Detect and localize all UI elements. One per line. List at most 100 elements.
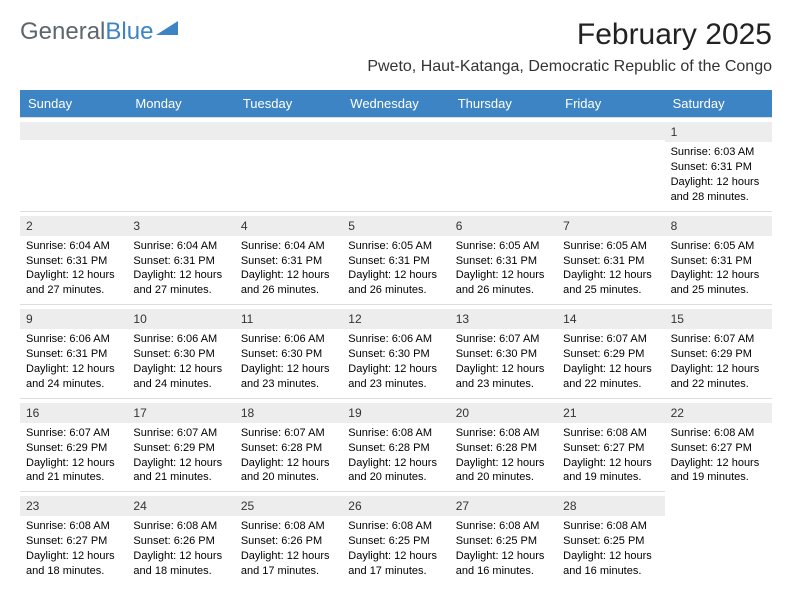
sunrise-text: Sunrise: 6:08 AM: [348, 519, 443, 534]
sunrise-text: Sunrise: 6:06 AM: [26, 332, 121, 347]
sunrise-text: Sunrise: 6:07 AM: [26, 426, 121, 441]
day-cell: 2Sunrise: 6:04 AMSunset: 6:31 PMDaylight…: [20, 211, 127, 305]
day-cell: 20Sunrise: 6:08 AMSunset: 6:28 PMDayligh…: [450, 398, 557, 492]
daylight-line2: and 17 minutes.: [241, 564, 336, 579]
sunrise-text: Sunrise: 6:05 AM: [563, 239, 658, 254]
day-number: 21: [557, 403, 664, 423]
sunset-text: Sunset: 6:28 PM: [241, 441, 336, 456]
daylight-line2: and 18 minutes.: [133, 564, 228, 579]
daylight-line1: Daylight: 12 hours: [26, 362, 121, 377]
sunset-text: Sunset: 6:25 PM: [348, 534, 443, 549]
daylight-line1: Daylight: 12 hours: [671, 175, 766, 190]
daylight-line1: Daylight: 12 hours: [241, 549, 336, 564]
sunrise-text: Sunrise: 6:08 AM: [563, 426, 658, 441]
sunset-text: Sunset: 6:31 PM: [26, 254, 121, 269]
brand-flag-icon: [156, 18, 178, 46]
daylight-line2: and 21 minutes.: [133, 470, 228, 485]
day-cell: 14Sunrise: 6:07 AMSunset: 6:29 PMDayligh…: [557, 304, 664, 398]
brand-part2: Blue: [105, 18, 153, 46]
daylight-line2: and 16 minutes.: [563, 564, 658, 579]
day-cell: 12Sunrise: 6:06 AMSunset: 6:30 PMDayligh…: [342, 304, 449, 398]
sunrise-text: Sunrise: 6:05 AM: [348, 239, 443, 254]
sunset-text: Sunset: 6:25 PM: [456, 534, 551, 549]
sunset-text: Sunset: 6:31 PM: [456, 254, 551, 269]
sunrise-text: Sunrise: 6:08 AM: [348, 426, 443, 441]
brand-logo: GeneralBlue: [20, 18, 178, 46]
daylight-line2: and 23 minutes.: [241, 377, 336, 392]
day-cell: 13Sunrise: 6:07 AMSunset: 6:30 PMDayligh…: [450, 304, 557, 398]
day-cell: 24Sunrise: 6:08 AMSunset: 6:26 PMDayligh…: [127, 491, 234, 585]
daylight-line2: and 25 minutes.: [563, 283, 658, 298]
day-cell: 11Sunrise: 6:06 AMSunset: 6:30 PMDayligh…: [235, 304, 342, 398]
sunrise-text: Sunrise: 6:07 AM: [456, 332, 551, 347]
day-cell: 27Sunrise: 6:08 AMSunset: 6:25 PMDayligh…: [450, 491, 557, 585]
daylight-line2: and 23 minutes.: [348, 377, 443, 392]
daylight-line2: and 20 minutes.: [348, 470, 443, 485]
daylight-line2: and 27 minutes.: [133, 283, 228, 298]
day-number: 24: [127, 496, 234, 516]
location-label: Pweto, Haut-Katanga, Democratic Republic…: [367, 58, 772, 76]
sunset-text: Sunset: 6:30 PM: [456, 347, 551, 362]
sunset-text: Sunset: 6:28 PM: [456, 441, 551, 456]
day-cell: 8Sunrise: 6:05 AMSunset: 6:31 PMDaylight…: [665, 211, 772, 305]
day-number: 8: [665, 216, 772, 236]
weekday-fri: Friday: [557, 90, 664, 117]
daylight-line2: and 22 minutes.: [563, 377, 658, 392]
day-number: 14: [557, 309, 664, 329]
day-number: 28: [557, 496, 664, 516]
daylight-line2: and 22 minutes.: [671, 377, 766, 392]
day-cell: 10Sunrise: 6:06 AMSunset: 6:30 PMDayligh…: [127, 304, 234, 398]
day-number: 10: [127, 309, 234, 329]
sunset-text: Sunset: 6:31 PM: [133, 254, 228, 269]
day-number: 19: [342, 403, 449, 423]
daylight-line2: and 24 minutes.: [133, 377, 228, 392]
daylight-line2: and 24 minutes.: [26, 377, 121, 392]
daylight-line2: and 23 minutes.: [456, 377, 551, 392]
sunset-text: Sunset: 6:31 PM: [26, 347, 121, 362]
weekday-thu: Thursday: [450, 90, 557, 117]
month-title: February 2025: [367, 18, 772, 52]
weekday-sat: Saturday: [665, 90, 772, 117]
daylight-line1: Daylight: 12 hours: [133, 268, 228, 283]
sunset-text: Sunset: 6:26 PM: [133, 534, 228, 549]
sunrise-text: Sunrise: 6:05 AM: [671, 239, 766, 254]
daylight-line1: Daylight: 12 hours: [563, 268, 658, 283]
daylight-line1: Daylight: 12 hours: [348, 362, 443, 377]
daylight-line2: and 26 minutes.: [348, 283, 443, 298]
daylight-line1: Daylight: 12 hours: [133, 549, 228, 564]
empty-cell: [342, 117, 449, 211]
weekday-mon: Monday: [127, 90, 234, 117]
empty-cell: [450, 117, 557, 211]
daylight-line2: and 26 minutes.: [456, 283, 551, 298]
daylight-line1: Daylight: 12 hours: [456, 268, 551, 283]
day-number: 25: [235, 496, 342, 516]
daylight-line2: and 26 minutes.: [241, 283, 336, 298]
sunrise-text: Sunrise: 6:06 AM: [348, 332, 443, 347]
daylight-line1: Daylight: 12 hours: [456, 456, 551, 471]
day-cell: 1Sunrise: 6:03 AMSunset: 6:31 PMDaylight…: [665, 117, 772, 211]
daylight-line2: and 20 minutes.: [241, 470, 336, 485]
sunrise-text: Sunrise: 6:08 AM: [456, 519, 551, 534]
sunrise-text: Sunrise: 6:08 AM: [563, 519, 658, 534]
day-cell: 19Sunrise: 6:08 AMSunset: 6:28 PMDayligh…: [342, 398, 449, 492]
sunrise-text: Sunrise: 6:07 AM: [671, 332, 766, 347]
title-block: February 2025 Pweto, Haut-Katanga, Democ…: [367, 18, 772, 76]
day-cell: 28Sunrise: 6:08 AMSunset: 6:25 PMDayligh…: [557, 491, 664, 585]
sunrise-text: Sunrise: 6:04 AM: [241, 239, 336, 254]
day-cell: 16Sunrise: 6:07 AMSunset: 6:29 PMDayligh…: [20, 398, 127, 492]
sunrise-text: Sunrise: 6:06 AM: [241, 332, 336, 347]
sunset-text: Sunset: 6:29 PM: [563, 347, 658, 362]
daylight-line1: Daylight: 12 hours: [456, 362, 551, 377]
sunrise-text: Sunrise: 6:04 AM: [26, 239, 121, 254]
sunset-text: Sunset: 6:31 PM: [348, 254, 443, 269]
day-cell: 25Sunrise: 6:08 AMSunset: 6:26 PMDayligh…: [235, 491, 342, 585]
day-number: 18: [235, 403, 342, 423]
day-number: 17: [127, 403, 234, 423]
daylight-line1: Daylight: 12 hours: [241, 268, 336, 283]
sunset-text: Sunset: 6:27 PM: [671, 441, 766, 456]
sunrise-text: Sunrise: 6:08 AM: [456, 426, 551, 441]
weekday-wed: Wednesday: [342, 90, 449, 117]
daylight-line1: Daylight: 12 hours: [563, 362, 658, 377]
header: GeneralBlue February 2025 Pweto, Haut-Ka…: [20, 18, 772, 76]
daylight-line1: Daylight: 12 hours: [671, 268, 766, 283]
